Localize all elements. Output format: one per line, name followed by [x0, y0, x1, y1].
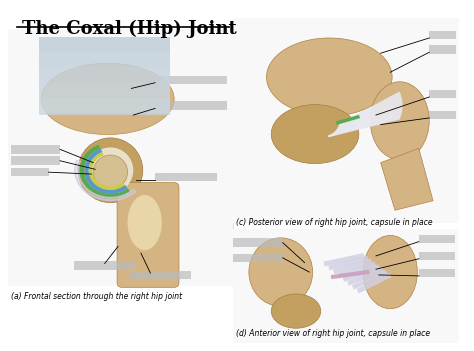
Bar	[233, 18, 459, 223]
Ellipse shape	[78, 138, 143, 203]
Text: (d) Anterior view of right hip joint, capsule in place: (d) Anterior view of right hip joint, ca…	[236, 329, 430, 338]
Ellipse shape	[41, 63, 174, 134]
Bar	[39, 67, 170, 83]
Text: The Coxal (Hip) Joint: The Coxal (Hip) Joint	[22, 20, 237, 38]
Ellipse shape	[128, 195, 162, 250]
Bar	[39, 83, 170, 98]
Bar	[419, 252, 455, 260]
Bar	[155, 101, 227, 110]
Bar	[39, 52, 170, 67]
Bar	[10, 145, 60, 154]
Ellipse shape	[88, 147, 133, 193]
Bar	[39, 37, 170, 52]
Ellipse shape	[93, 155, 128, 189]
FancyBboxPatch shape	[117, 183, 179, 287]
Ellipse shape	[271, 294, 321, 328]
Text: (a) Frontal section through the right hip joint: (a) Frontal section through the right hi…	[10, 292, 182, 301]
Bar	[429, 90, 456, 98]
Bar	[39, 98, 170, 113]
Bar	[155, 173, 217, 181]
Bar	[39, 37, 170, 115]
Bar	[155, 75, 227, 84]
Polygon shape	[381, 148, 433, 210]
Ellipse shape	[363, 236, 417, 309]
Bar	[233, 253, 283, 262]
Bar	[429, 45, 456, 54]
Bar	[419, 234, 455, 243]
Text: (c) Posterior view of right hip joint, capsule in place: (c) Posterior view of right hip joint, c…	[236, 218, 433, 227]
Bar	[10, 168, 48, 177]
Bar	[419, 269, 455, 277]
Bar	[233, 238, 283, 247]
Ellipse shape	[266, 38, 392, 116]
Bar	[74, 261, 136, 270]
Bar	[429, 111, 456, 119]
Bar	[10, 157, 60, 165]
Bar	[8, 29, 233, 286]
Bar	[233, 229, 459, 343]
Ellipse shape	[370, 82, 429, 160]
Ellipse shape	[271, 105, 359, 164]
Bar	[429, 31, 456, 39]
Ellipse shape	[249, 238, 313, 306]
Bar	[129, 271, 191, 279]
